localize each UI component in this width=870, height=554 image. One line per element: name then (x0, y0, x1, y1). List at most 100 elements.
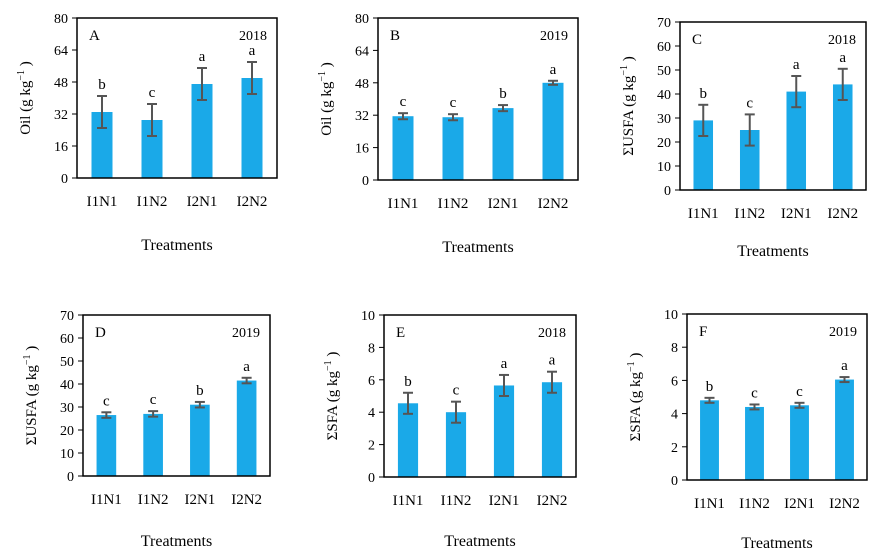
y-tick-label: 0 (67, 470, 74, 485)
y-tick-label: 60 (60, 332, 74, 347)
chart-panel-a: b I1N1 c I1N2 a I2N1 a I2N2 0 16 32 48 64 80 A 2018 Trea… (16, 12, 278, 254)
significance-letter: b (196, 383, 204, 399)
y-tick-label: 40 (60, 378, 74, 393)
bar-i2n2 (241, 78, 263, 178)
y-tick-label: 10 (60, 447, 74, 462)
y-axis-title: ΣUSFA (g kg−1 ) (22, 346, 40, 446)
y-tick-label: 70 (60, 309, 74, 324)
panel-letter: B (390, 28, 400, 44)
x-tick-label: I1N2 (734, 206, 765, 222)
bar-i1n2 (445, 412, 467, 477)
error-bar-i2n1 (498, 104, 508, 113)
bar-i1n2 (141, 120, 163, 178)
chart-panel-e: b I1N1 c I1N2 a I2N1 a I2N2 0 2 4 6 8 10 E 2018 Treatmen… (323, 309, 577, 550)
bar-i2n2 (835, 379, 854, 480)
plot-frame (377, 17, 579, 181)
x-tick-label: I1N2 (739, 496, 770, 512)
panel-letter: D (95, 325, 106, 341)
significance-letter: b (700, 86, 708, 102)
plot-frame (686, 313, 868, 481)
y-tick-label: 4 (671, 408, 678, 423)
bar-i1n1 (392, 116, 414, 180)
error-bar-i2n1 (197, 67, 207, 101)
significance-letter: c (453, 383, 460, 399)
y-tick-label: 30 (657, 112, 671, 127)
significance-letter: c (450, 95, 457, 111)
significance-letter: b (499, 86, 507, 102)
significance-letter: b (98, 77, 106, 93)
y-axis-title: Oil (g kg−1 ) (16, 61, 34, 135)
significance-letter: b (706, 379, 714, 395)
significance-letter: c (746, 95, 753, 111)
x-axis-title: Treatments (442, 239, 513, 256)
year-label: 2018 (828, 33, 856, 48)
y-tick-label: 0 (362, 174, 369, 189)
error-bar-i1n1 (101, 411, 112, 419)
error-bar-i1n1 (704, 396, 715, 404)
y-tick-label: 20 (60, 424, 74, 439)
bar-i2n1 (493, 385, 515, 477)
chart-panel-b: c I1N1 c I1N2 b I2N1 a I2N2 0 16 32 48 64 80 B 2019 Trea… (317, 12, 579, 256)
y-tick-label: 30 (60, 401, 74, 416)
bar-i2n2 (541, 382, 563, 477)
significance-letter: a (839, 50, 846, 66)
bar-i1n1 (91, 112, 113, 178)
x-tick-label: I2N1 (489, 493, 520, 509)
error-bar-i1n1 (403, 391, 413, 415)
bar-i1n1 (700, 400, 719, 480)
significance-letter: c (796, 384, 803, 400)
x-tick-label: I2N2 (827, 206, 858, 222)
y-tick-label: 48 (54, 76, 68, 91)
error-bar-i2n1 (194, 400, 205, 409)
x-tick-label: I1N1 (694, 496, 725, 512)
bar-i2n2 (542, 82, 564, 180)
bar-i1n1 (693, 120, 714, 190)
error-bar-i1n1 (97, 95, 107, 129)
y-tick-label: 16 (54, 140, 68, 155)
x-tick-label: I2N2 (237, 194, 268, 210)
chart-panel-c: b I1N1 c I1N2 a I2N1 a I2N2 0 10 20 30 40 50 60 70 C 2018… (619, 16, 867, 260)
bar-i2n1 (786, 91, 807, 190)
significance-letter: a (841, 358, 848, 374)
x-tick-label: I2N1 (781, 206, 812, 222)
y-tick-label: 0 (61, 172, 68, 187)
x-tick-label: I1N1 (388, 196, 419, 212)
bar-i1n2 (442, 117, 464, 180)
x-axis-title: Treatments (737, 243, 808, 260)
y-tick-label: 50 (60, 355, 74, 370)
significance-letter: a (550, 62, 557, 78)
x-axis-title: Treatments (141, 237, 212, 254)
x-axis-title: Treatments (444, 533, 515, 550)
y-tick-label: 10 (361, 309, 375, 324)
bar-i2n1 (190, 404, 210, 476)
y-tick-label: 50 (657, 64, 671, 79)
significance-letter: c (751, 385, 758, 401)
y-tick-label: 10 (657, 160, 671, 175)
y-tick-label: 80 (54, 12, 68, 27)
y-tick-label: 6 (671, 374, 678, 389)
significance-letter: a (501, 356, 508, 372)
chart-panel-f: b I1N1 c I1N2 c I2N1 a I2N2 0 2 4 6 8 10 F 2019 Treatmen… (626, 308, 868, 552)
bar-i2n1 (492, 108, 514, 180)
error-bar-i2n2 (547, 370, 557, 394)
error-bar-i1n2 (148, 410, 159, 418)
y-tick-label: 32 (355, 109, 369, 124)
bar-i1n2 (143, 413, 163, 476)
y-tick-label: 64 (355, 44, 369, 59)
plot-frame (383, 314, 577, 478)
panel-letter: E (396, 325, 405, 341)
error-bar-i1n2 (448, 113, 458, 122)
significance-letter: a (249, 43, 256, 59)
bar-i1n1 (397, 403, 419, 477)
y-tick-label: 10 (664, 308, 678, 323)
significance-letter: a (199, 49, 206, 65)
x-tick-label: I1N2 (441, 493, 472, 509)
error-bar-i2n1 (794, 401, 805, 409)
year-label: 2019 (232, 326, 260, 341)
error-bar-i2n1 (499, 373, 509, 397)
x-tick-label: I2N1 (187, 194, 218, 210)
y-tick-label: 0 (368, 471, 375, 486)
error-bar-i2n2 (839, 376, 850, 384)
x-tick-label: I1N1 (91, 492, 122, 508)
